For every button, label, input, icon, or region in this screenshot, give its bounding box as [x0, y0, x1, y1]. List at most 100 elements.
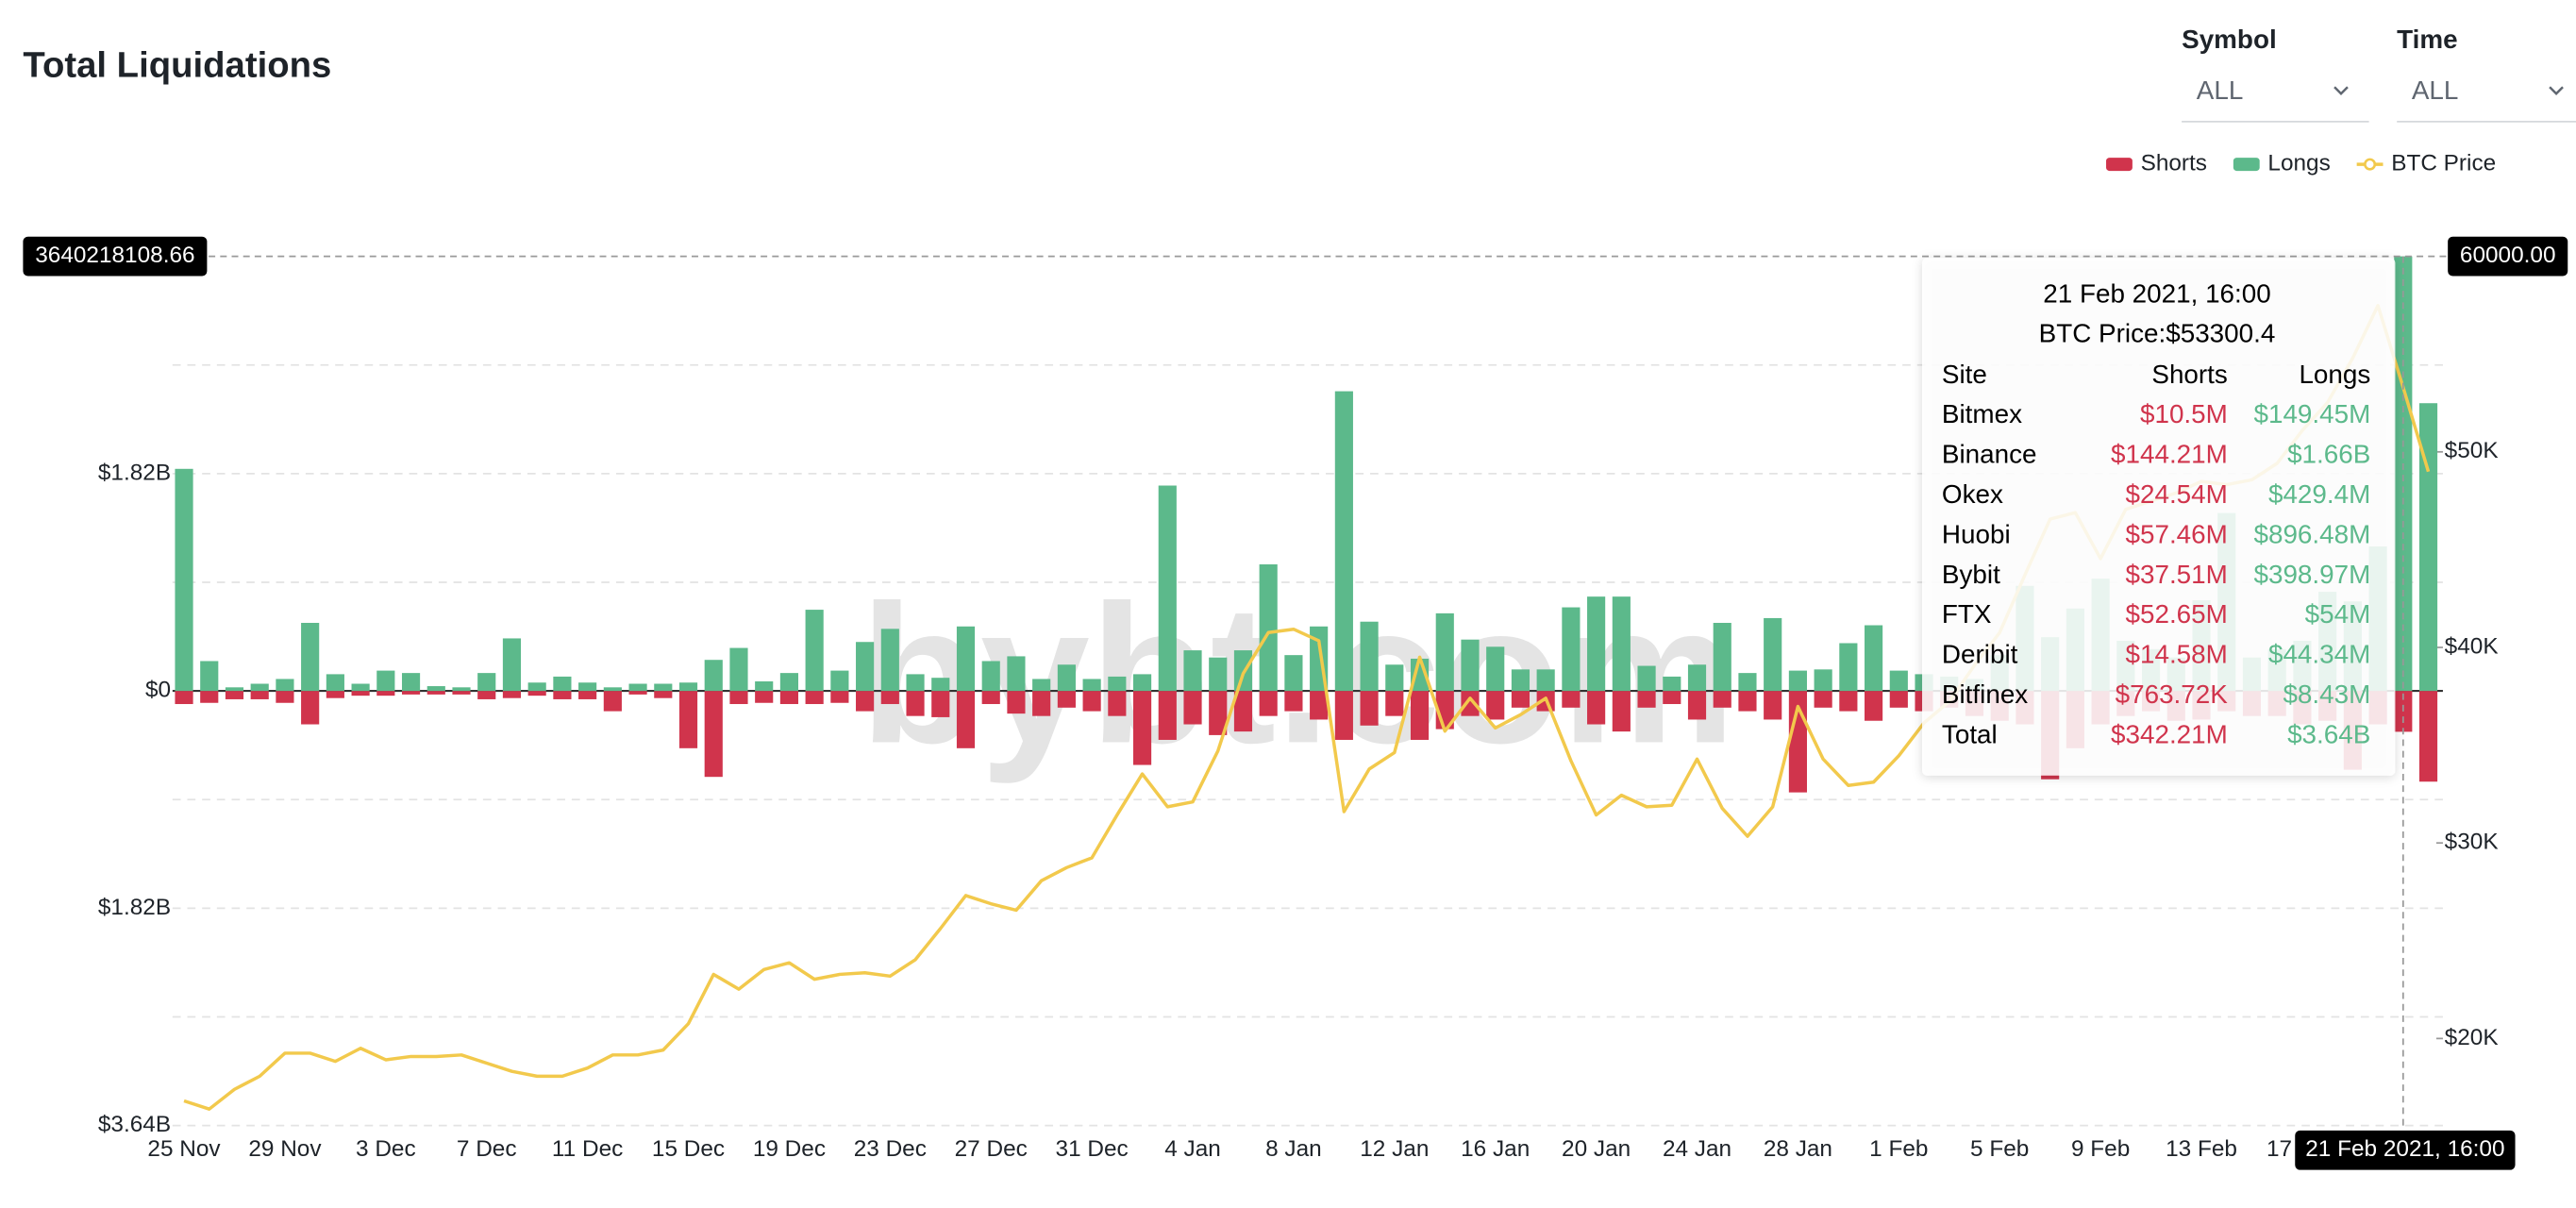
bar — [1233, 691, 1253, 732]
tooltip-cell: Bybit — [1942, 560, 2000, 589]
tooltip-box — [1922, 258, 2396, 776]
bar — [1310, 691, 1329, 720]
bar — [755, 680, 774, 692]
bar — [351, 691, 370, 696]
bar — [2418, 403, 2438, 692]
bar — [1839, 691, 1858, 712]
bar — [301, 622, 320, 692]
x-tick-label: 28 Jan — [1764, 1136, 1832, 1162]
bar — [200, 661, 219, 692]
tooltip-cell: $52.65M — [2126, 599, 2228, 629]
legend-label: BTC Price — [2391, 151, 2496, 176]
bar — [1865, 625, 1883, 692]
tooltip-cell: $429.4M — [2268, 479, 2370, 509]
x-tick-label: 8 Jan — [1265, 1136, 1322, 1162]
tooltip-cell: Binance — [1942, 439, 2037, 468]
y-tick-label: $1.82B — [98, 460, 171, 485]
bar — [931, 691, 950, 717]
tooltip-date: 21 Feb 2021, 16:00 — [2043, 279, 2271, 309]
legend-label: Longs — [2267, 151, 2330, 176]
dropdown[interactable]: Time ALL — [2397, 25, 2576, 123]
bar — [981, 661, 1000, 692]
bar — [729, 647, 748, 692]
bar — [1486, 646, 1505, 692]
x-tick-label: 25 Nov — [147, 1136, 221, 1162]
bar — [175, 691, 193, 705]
bar — [1738, 673, 1757, 692]
bar — [578, 691, 597, 699]
bar — [351, 683, 370, 692]
bar — [755, 691, 774, 703]
bar — [856, 642, 875, 692]
x-tick-label: 4 Jan — [1164, 1136, 1221, 1162]
bar — [1536, 669, 1555, 692]
bar — [1132, 691, 1152, 765]
bar — [250, 683, 269, 692]
bar — [401, 673, 421, 692]
x-tick-label: 20 Jan — [1562, 1136, 1631, 1162]
y-tick-label: $1.82B — [98, 895, 171, 920]
bar — [1284, 655, 1303, 692]
bar — [376, 670, 395, 692]
y-tick-label: $0 — [145, 678, 171, 703]
bar — [906, 674, 925, 692]
bar — [376, 691, 395, 696]
bar — [1713, 622, 1731, 692]
bar — [805, 691, 824, 705]
bar — [502, 638, 522, 692]
bar — [981, 691, 1000, 705]
legend-item[interactable]: BTC Price — [2356, 151, 2497, 176]
bar — [1209, 691, 1228, 735]
bar — [301, 691, 320, 725]
legend-item[interactable]: Longs — [2233, 151, 2331, 176]
bar — [1410, 691, 1430, 740]
bar — [2394, 256, 2413, 692]
bar — [1587, 691, 1606, 725]
bar — [1360, 691, 1379, 726]
bar — [830, 670, 849, 692]
bar — [880, 629, 899, 692]
dropdown[interactable]: Symbol ALL — [2182, 25, 2369, 123]
bar — [326, 691, 344, 698]
bar — [1687, 664, 1707, 692]
tooltip-column-header: Shorts — [2151, 360, 2227, 389]
bar — [1259, 691, 1278, 716]
y2-tick-label: $30K — [2445, 830, 2499, 855]
bar — [1764, 691, 1782, 720]
bar — [1461, 691, 1480, 716]
bar — [225, 691, 244, 699]
bar — [628, 683, 647, 692]
x-tick-label: 1 Feb — [1869, 1136, 1928, 1162]
tooltip-cell: $149.45M — [2253, 399, 2370, 428]
bar — [1562, 607, 1581, 692]
bar — [779, 673, 799, 692]
tooltip-cell: Deribit — [1942, 640, 2018, 669]
x-tick-label: 24 Jan — [1663, 1136, 1731, 1162]
tooltip-cell: $37.51M — [2126, 560, 2228, 589]
bar — [678, 691, 698, 748]
tooltip-cell: $8.43M — [2283, 680, 2370, 709]
x-tick-label: 15 Dec — [652, 1136, 725, 1162]
bar — [1764, 617, 1782, 692]
bar — [880, 691, 899, 705]
x-tick-label: 9 Feb — [2071, 1136, 2130, 1162]
bar — [553, 691, 572, 699]
legend-item[interactable]: Shorts — [2106, 151, 2207, 176]
bar — [1865, 691, 1883, 721]
bar — [1511, 669, 1531, 692]
crosshair-x-label: 21 Feb 2021, 16:00 — [2305, 1136, 2504, 1162]
bar — [1687, 691, 1707, 720]
bar — [1183, 691, 1202, 725]
bar — [654, 683, 673, 692]
x-tick-label: 31 Dec — [1056, 1136, 1129, 1162]
tooltip-column-header: Site — [1942, 360, 1987, 389]
dropdown-chevron — [2549, 86, 2564, 95]
bar — [906, 691, 925, 716]
x-tick-label: 5 Feb — [1970, 1136, 2029, 1162]
y2-tick-label: $20K — [2445, 1025, 2499, 1050]
bar — [1562, 691, 1581, 708]
bar — [1209, 657, 1228, 692]
plot-layer: $3.64B $1.82B $0 $1.82B $20K $30K $40K $50K 25 N… — [98, 256, 2499, 1162]
bar — [704, 691, 723, 778]
bar — [603, 687, 622, 692]
